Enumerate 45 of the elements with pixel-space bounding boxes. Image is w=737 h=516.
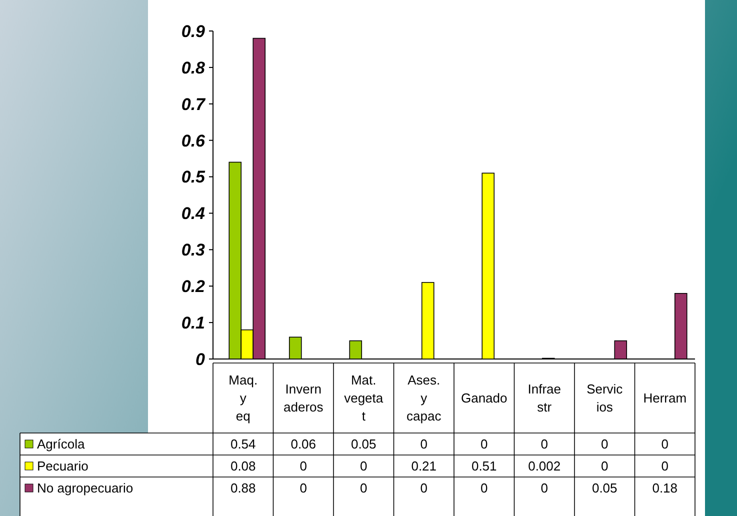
- data-label: 0.06: [290, 436, 316, 452]
- data-label: 0.05: [350, 436, 376, 452]
- data-label: 0: [420, 436, 428, 452]
- data-label: 0: [661, 436, 668, 452]
- data-label: 0: [360, 458, 368, 474]
- data-label: 0: [300, 458, 307, 474]
- x-tick-label: Infraestr: [528, 382, 561, 415]
- data-label: 0: [480, 436, 488, 452]
- data-label: 0.51: [471, 458, 497, 474]
- legend-label: Pecuario: [37, 458, 88, 474]
- x-tick-label: Servicios: [586, 382, 624, 415]
- y-tick-label: 0.4: [181, 204, 206, 224]
- x-tick-label: Mat. vegetat: [344, 372, 384, 424]
- y-tick-label: 0.3: [181, 240, 206, 260]
- y-tick-label: 0.9: [181, 22, 206, 41]
- legend-label: No agropecuario: [37, 480, 134, 496]
- y-tick-label: 0.6: [181, 131, 206, 150]
- x-tick-label: Herram: [643, 390, 687, 406]
- y-tick-label: 0.8: [181, 58, 206, 78]
- data-label: 0: [300, 480, 307, 496]
- data-label: 0: [601, 436, 608, 452]
- data-label: 0: [480, 480, 488, 496]
- data-label: 0.05: [592, 480, 618, 496]
- data-label: 0.18: [652, 480, 678, 496]
- data-label: 0: [420, 480, 428, 496]
- data-label: 0: [540, 436, 548, 452]
- data-label: 0.54: [230, 436, 256, 452]
- data-label: 0: [661, 458, 668, 474]
- data-label: 0.88: [230, 480, 256, 496]
- legend-label: Agrícola: [37, 436, 86, 452]
- y-tick-label: 0: [196, 350, 206, 369]
- x-tick-label: Ases. y capac: [406, 372, 442, 424]
- y-tick-label: 0.5: [181, 168, 206, 187]
- data-label: 0.002: [528, 458, 561, 474]
- data-label: 0: [601, 458, 608, 474]
- data-label: 0: [540, 480, 548, 496]
- x-tick-label: Maq. y eq: [228, 372, 258, 424]
- data-label: 0: [360, 480, 368, 496]
- y-tick-label: 0.7: [181, 94, 207, 114]
- x-tick-label: Invernaderos: [284, 382, 324, 415]
- data-label: 0.08: [230, 458, 256, 474]
- y-tick-label: 0.2: [181, 277, 206, 296]
- y-tick-label: 0.1: [181, 314, 205, 333]
- x-tick-label: Ganado: [460, 390, 508, 406]
- data-label: 0.21: [411, 458, 437, 474]
